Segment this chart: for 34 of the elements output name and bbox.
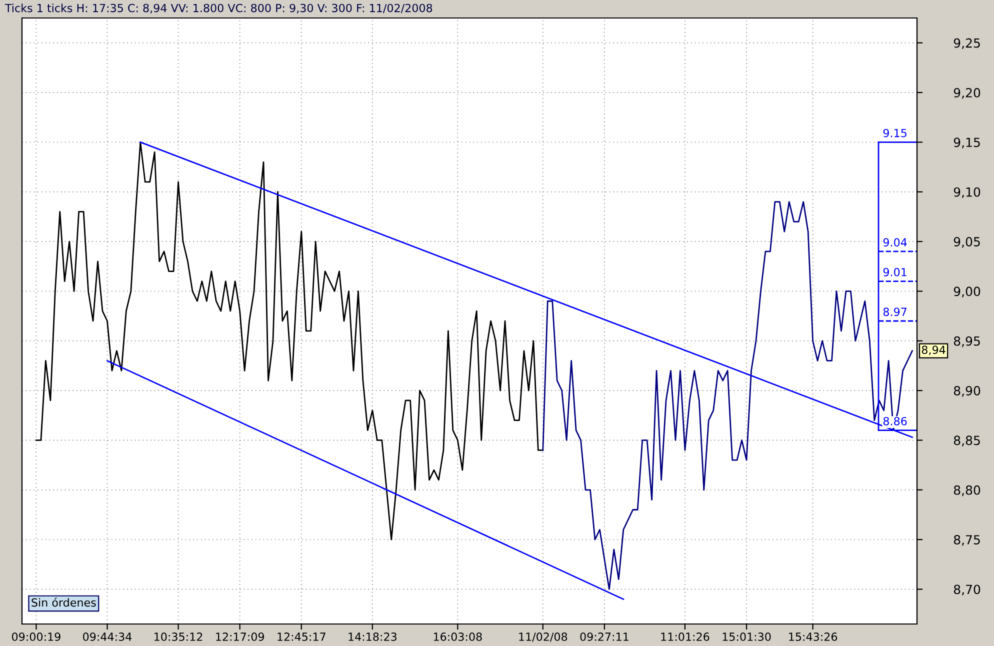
x-tick-label: 10:35:12 — [154, 632, 202, 641]
line-series — [542, 201, 913, 590]
x-tick-label: 09:44:34 — [83, 632, 132, 641]
annotation: Sin órdenes — [32, 598, 96, 607]
ref-line-label: 8.97 — [883, 308, 906, 316]
y-tick-label: 9,25 — [954, 38, 980, 50]
x-tick-label: 09:27:11 — [580, 632, 628, 641]
y-tick-label: 9,05 — [954, 236, 980, 248]
x-tick-label: 11:01:26 — [661, 632, 710, 641]
y-tick-label: 8,95 — [954, 336, 980, 348]
ref-line-label: 9.15 — [883, 128, 906, 138]
y-tick-label: 8,90 — [954, 386, 980, 397]
y-tick-label: 9,00 — [954, 286, 980, 298]
text: 8,94 — [922, 346, 946, 356]
y-tick-label: 8,75 — [954, 535, 980, 546]
x-tick-label: 09:00:19 — [12, 632, 60, 641]
x-tick-label: 12:45:17 — [278, 632, 326, 641]
ref-line-label: 8.86 — [883, 416, 907, 426]
y-tick-label: 9,20 — [954, 88, 980, 99]
ref-line-label: 9.04 — [883, 238, 907, 247]
y-tick-label: 9,10 — [954, 187, 980, 198]
y-tick-label: 9,15 — [954, 138, 980, 148]
x-tick-label: 11/02/08 — [519, 632, 568, 642]
x-tick-label: 15:43:26 — [789, 632, 838, 641]
x-tick-label: 14:18:23 — [348, 632, 396, 641]
x-tick-label: 12:17:09 — [216, 632, 264, 641]
x-tick-label: 15:01:30 — [722, 632, 771, 641]
y-tick-label: 8,70 — [954, 584, 980, 596]
chart-title: Ticks 1 ticks H: 17:35 C: 8,94 VV: 1.800 VC: 800 P: 9,30 V: 300 F: 11/02/2008 — [4, 4, 432, 14]
y-tick-label: 8,80 — [954, 485, 980, 496]
line-series — [36, 141, 544, 540]
ref-line-label: 9.01 — [883, 268, 906, 276]
y-tick-label: 8,85 — [954, 436, 980, 446]
x-tick-label: 16:03:08 — [434, 632, 482, 641]
